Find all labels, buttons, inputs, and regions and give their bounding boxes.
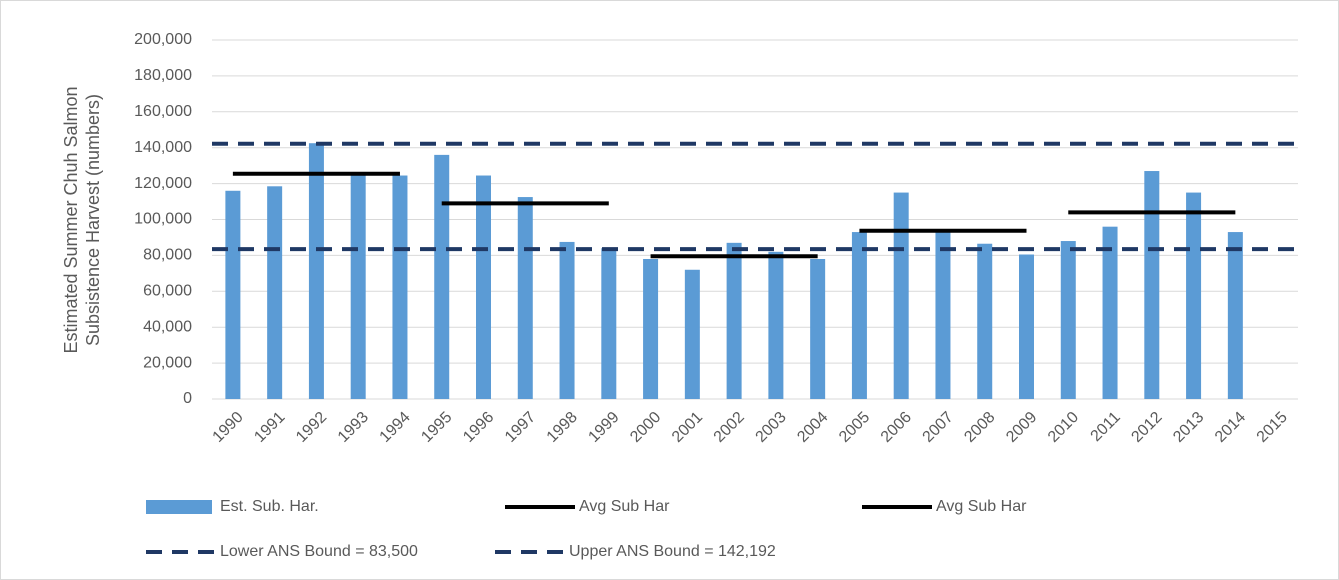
bar [517,197,533,399]
legend-label: Avg Sub Har [579,498,670,515]
y-tick-label: 80,000 [143,247,192,264]
y-tick-label: 200,000 [134,31,192,48]
y-tick-label: 100,000 [134,211,192,228]
bar [392,175,408,399]
legend-label: Lower ANS Bound = 83,500 [220,543,418,560]
legend-label: Avg Sub Har [936,498,1027,515]
bar [559,241,575,399]
avg-line [441,201,1027,233]
bar [601,248,617,399]
bar [810,258,826,399]
y-tick-label: 160,000 [134,103,192,120]
bar [1144,171,1160,399]
y-tick-label: 0 [183,390,192,407]
bar [225,190,241,399]
bar [684,269,700,399]
bar [434,154,450,399]
bar [1186,192,1202,399]
y-tick-label: 140,000 [134,139,192,156]
bar [308,143,324,399]
bar [476,175,491,399]
y-tick-label: 120,000 [134,175,192,192]
legend-label: Upper ANS Bound = 142,192 [569,543,776,560]
y-tick-label: 40,000 [143,318,192,335]
bar [643,258,659,399]
bar [851,232,867,399]
bar [1227,232,1243,399]
bar [935,232,951,399]
legend-swatch [146,500,212,514]
y-axis-label: Estimated Summer Chuh Salmon [61,86,81,353]
bar [893,192,909,399]
bar [1019,254,1034,399]
bar [768,251,784,399]
bar [350,174,366,399]
y-axis-label: Subsistence Harvest (numbers) [83,94,103,346]
bar [726,242,742,399]
y-tick-label: 20,000 [143,354,192,371]
bar [1102,226,1118,399]
y-tick-label: 60,000 [143,283,192,300]
bar [977,243,993,399]
y-tick-label: 180,000 [134,67,192,84]
avg-line [232,171,1236,259]
legend-label: Est. Sub. Har. [220,498,319,515]
bar [1060,241,1076,399]
bar [267,186,283,399]
